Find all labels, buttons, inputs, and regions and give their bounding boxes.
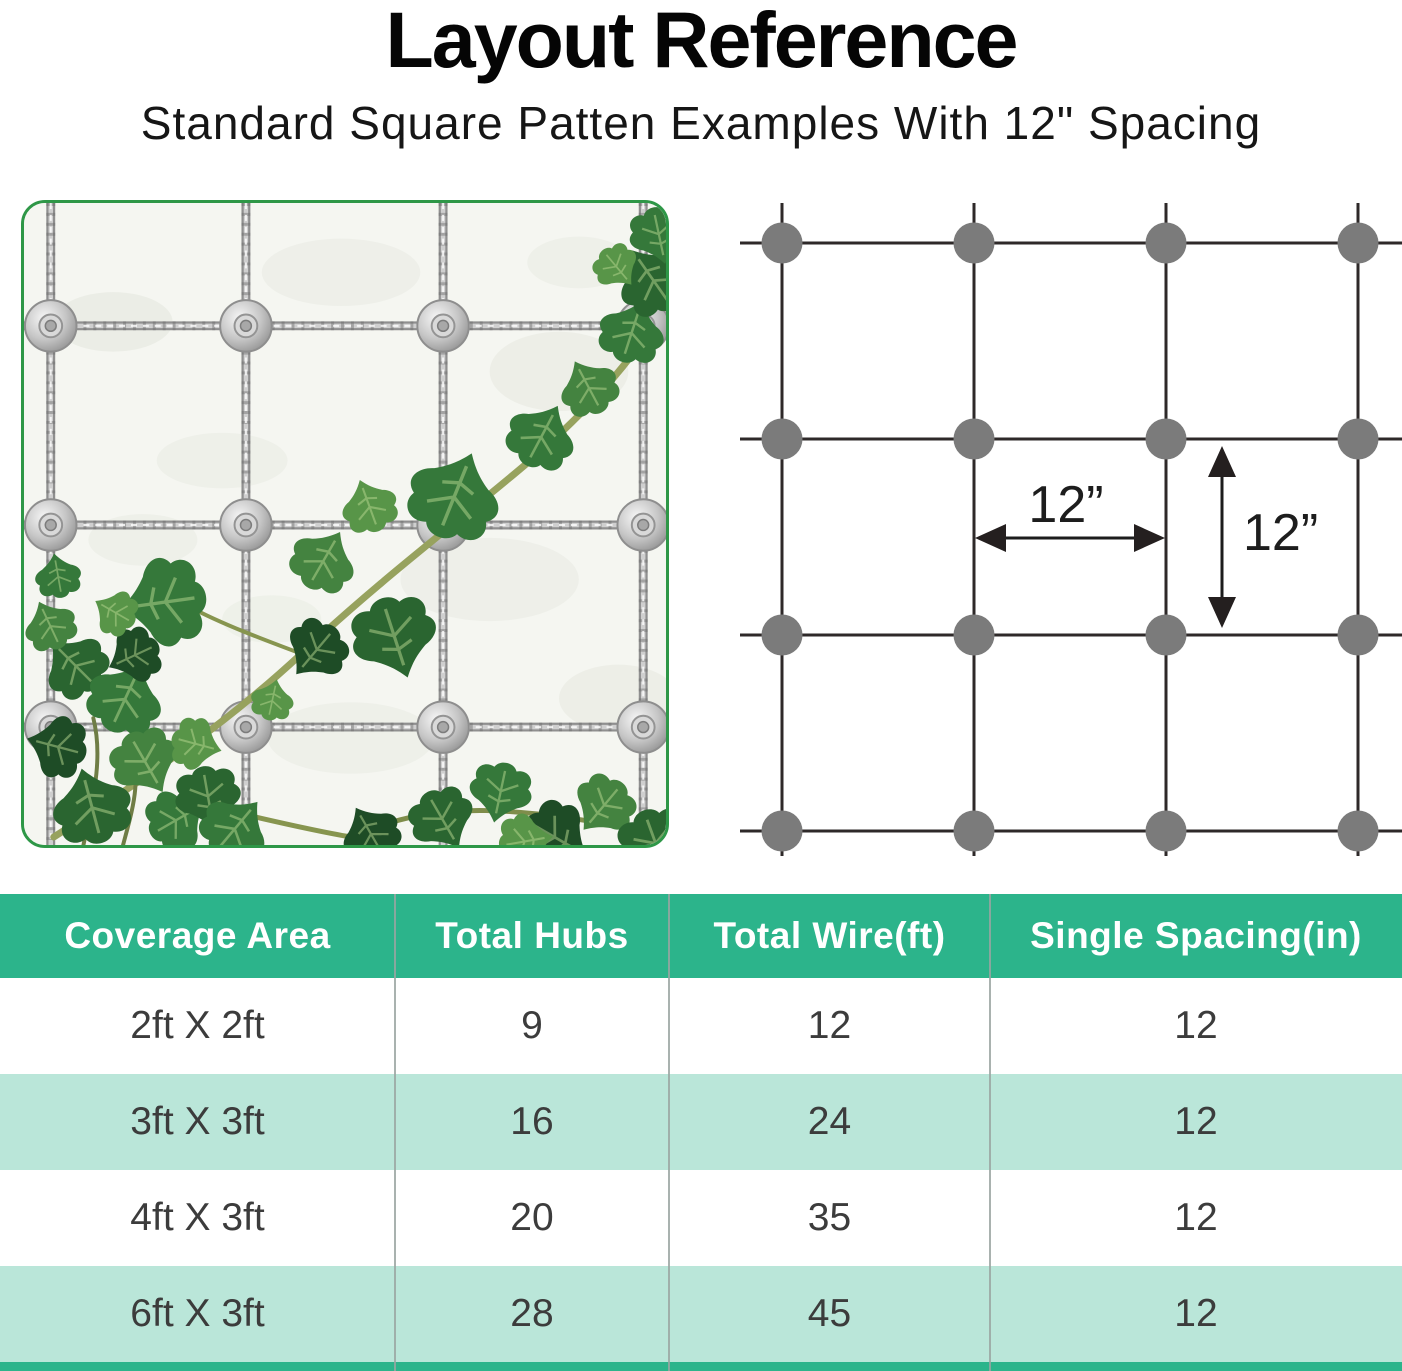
table-cell: 12 — [1174, 1196, 1218, 1239]
page-title: Layout Reference — [385, 0, 1019, 84]
wire-hub — [416, 700, 470, 754]
table-cell: 12 — [807, 1004, 852, 1047]
wire-hub — [416, 299, 470, 353]
table-body: 2ft X 2ft 9 12 12 3ft X 3ft 16 24 12 4ft X 3ft 20… — [0, 978, 1402, 1362]
table-row: 3ft X 3ft 16 24 12 — [0, 1074, 1402, 1170]
wire-hub — [616, 498, 666, 552]
table-cell: 20 — [510, 1196, 554, 1239]
table-cell: 35 — [807, 1196, 852, 1239]
horizontal-dimension-arrow: 12” — [975, 476, 1165, 552]
table-cell: 6ft X 3ft — [130, 1292, 265, 1335]
vertical-dimension-arrow: 12” — [1208, 446, 1318, 628]
table-cell: 28 — [510, 1292, 554, 1335]
column-header-total-wire: Total Wire(ft) — [713, 915, 946, 956]
table-cell: 9 — [521, 1004, 543, 1047]
column-divider — [668, 894, 670, 1371]
vertical-spacing-label: 12” — [1243, 504, 1318, 562]
wire-hub — [24, 498, 78, 552]
table-cell: 12 — [1174, 1100, 1218, 1143]
table-row: 2ft X 2ft 9 12 12 — [0, 978, 1402, 1074]
table-cell: 12 — [1174, 1004, 1218, 1047]
horizontal-spacing-label: 12” — [1028, 476, 1103, 534]
wire-hub — [219, 299, 273, 353]
table-cell: 2ft X 2ft — [130, 1004, 265, 1047]
layout-reference-table: Coverage Area Total Hubs Total Wire(ft) … — [0, 894, 1402, 1371]
table-cell: 24 — [807, 1100, 852, 1143]
table-row: 6ft X 3ft 28 45 12 — [0, 1266, 1402, 1362]
table-header-row: Coverage Area Total Hubs Total Wire(ft) … — [0, 894, 1402, 978]
table-cell: 4ft X 3ft — [130, 1196, 265, 1239]
table-cell: 12 — [1174, 1292, 1218, 1335]
ivy-trellis-photo — [21, 200, 669, 848]
table-cell: 3ft X 3ft — [130, 1100, 265, 1143]
grid-dots — [761, 222, 1379, 852]
column-header-single-spacing: Single Spacing(in) — [1030, 915, 1362, 956]
wire-hubs — [24, 299, 666, 754]
column-divider — [394, 894, 396, 1371]
wire-hub — [24, 299, 78, 353]
page-subtitle: Standard Square Patten Examples With 12"… — [140, 97, 1262, 149]
wire-hub — [219, 498, 273, 552]
spacing-diagram-svg: 12” 12” — [740, 203, 1402, 856]
column-header-coverage-area: Coverage Area — [64, 915, 331, 956]
ivy-trellis-illustration — [24, 203, 666, 845]
column-divider — [989, 894, 991, 1371]
table-row: 4ft X 3ft 20 35 12 — [0, 1170, 1402, 1266]
column-header-total-hubs: Total Hubs — [435, 915, 629, 956]
grid-lines — [740, 203, 1402, 856]
wire-hub — [616, 700, 666, 754]
table-bottom-strip — [0, 1362, 1402, 1371]
spacing-diagram: 12” 12” — [738, 196, 1402, 876]
table-cell: 45 — [807, 1292, 852, 1335]
table-cell: 16 — [510, 1100, 554, 1143]
